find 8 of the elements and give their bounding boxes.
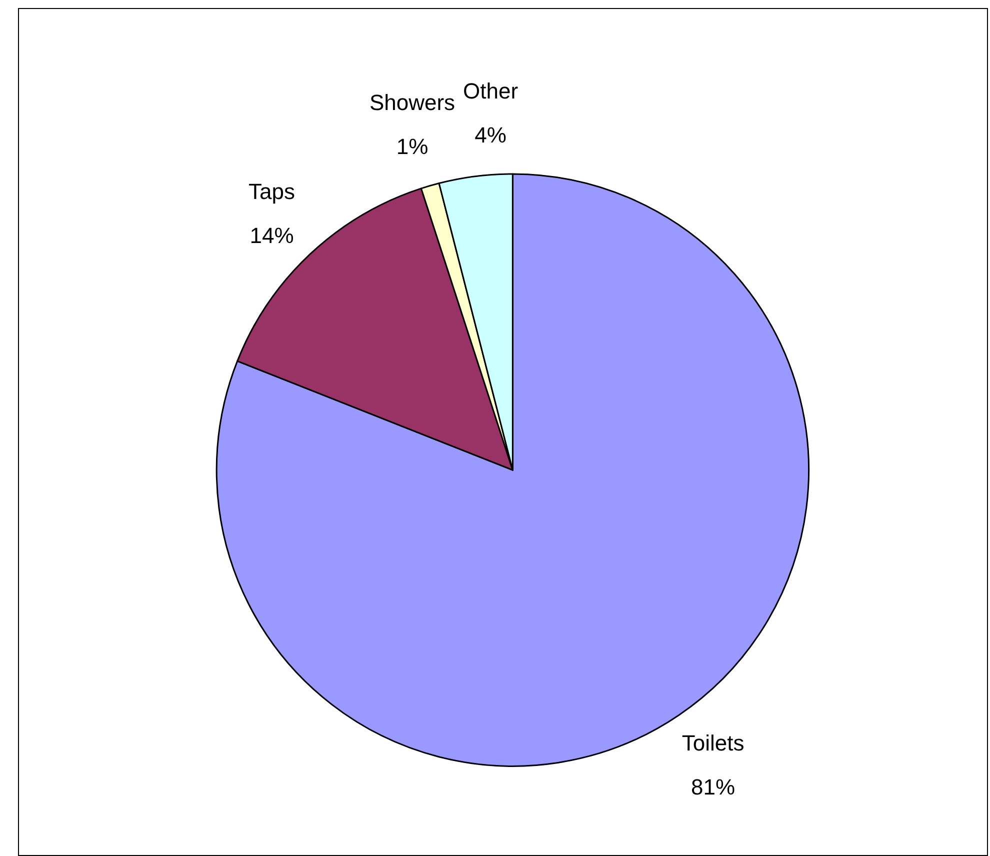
data-label: 14% — [250, 223, 294, 248]
slice-label: Taps — [248, 179, 296, 204]
data-label: 1% — [396, 134, 428, 159]
data-label: 81% — [691, 774, 736, 800]
slice-label: Other — [463, 78, 518, 104]
slice-label: Showers — [369, 90, 456, 115]
data-label: 4% — [474, 122, 506, 148]
slice-label: Toilets — [682, 730, 744, 756]
